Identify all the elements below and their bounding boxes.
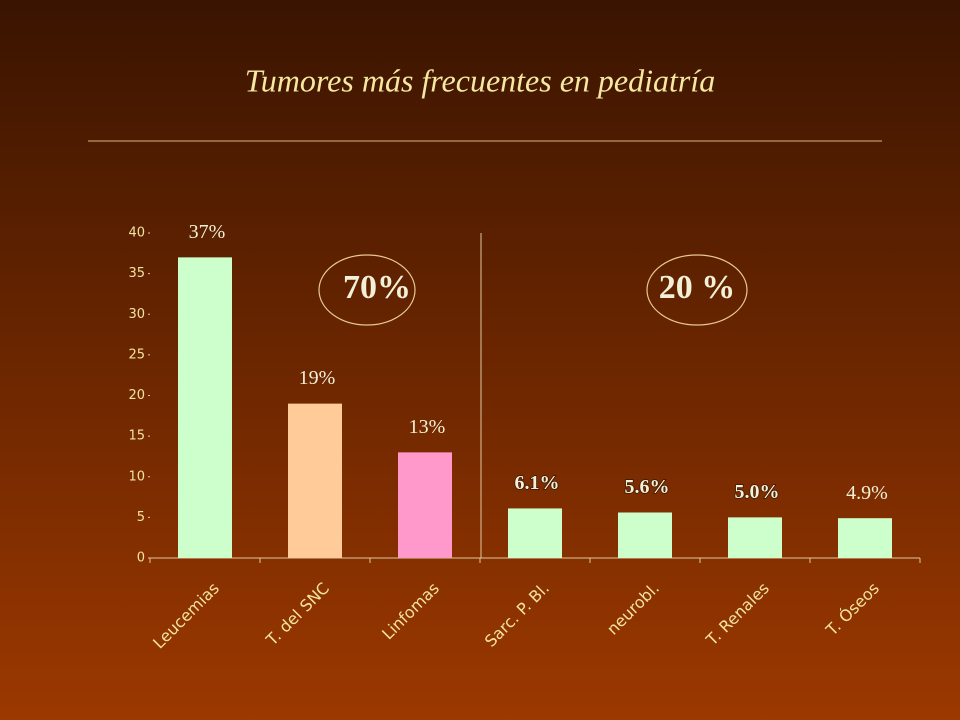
bar [288,403,342,558]
y-tick-label: 10 [128,469,145,484]
y-tick-label: 30 [128,307,145,322]
bar [728,517,782,558]
y-tick-label: 0 [137,551,145,566]
y-tick-label: 20 [128,388,145,403]
group-ellipse [318,254,416,326]
group-ellipse [646,254,748,326]
bar [618,512,672,558]
y-tick-label: 40 [128,226,145,241]
annotation: 20 % [659,269,736,306]
chart-title: Tumores más frecuentes en pediatría [245,62,715,98]
bar [178,257,232,558]
value-label: 37% [189,221,226,243]
bar [838,518,892,558]
value-label: 5.6% [625,476,670,498]
value-label: 13% [409,416,446,438]
value-label: 4.9% [846,482,888,504]
annotation: 70% [343,269,411,306]
y-tick-label: 25 [128,347,145,362]
y-tick-label: 5 [137,510,145,525]
value-label: 6.1% [515,472,560,494]
y-tick-label: 35 [128,266,145,281]
value-label: 5.0% [735,481,780,503]
bar [398,452,452,558]
bar [508,508,562,558]
value-label: 19% [299,367,336,389]
y-tick-label: 15 [128,429,145,444]
